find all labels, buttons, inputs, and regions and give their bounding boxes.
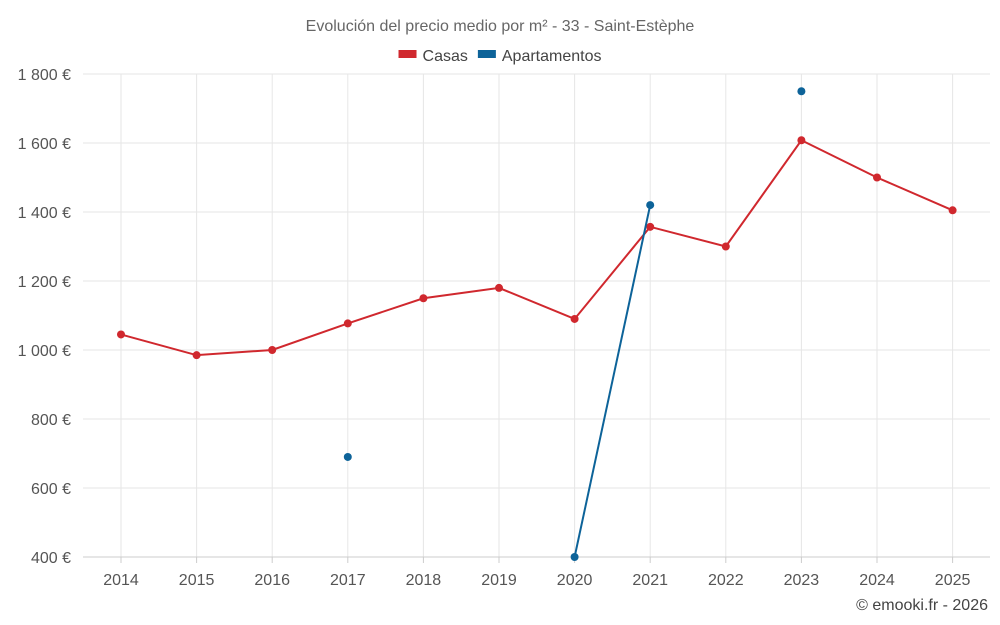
data-point[interactable]: [570, 553, 579, 561]
data-point[interactable]: [721, 242, 730, 251]
legend-swatch[interactable]: [477, 50, 496, 58]
data-point[interactable]: [495, 283, 503, 292]
series-casas: [117, 136, 957, 360]
legend-swatch[interactable]: [398, 50, 417, 58]
x-tick-label: 2018: [406, 572, 442, 589]
data-point[interactable]: [646, 222, 655, 231]
x-tick-label: 2015: [179, 572, 215, 589]
x-tick-label: 2019: [481, 572, 517, 589]
x-tick-label: 2014: [103, 572, 139, 589]
y-tick-label: 1 600 €: [18, 136, 71, 153]
x-tick-label: 2023: [784, 572, 820, 589]
series-apartamentos: [343, 87, 806, 561]
y-tick-label: 800 €: [31, 412, 71, 429]
data-point[interactable]: [192, 351, 201, 360]
data-point[interactable]: [646, 201, 655, 210]
data-point[interactable]: [343, 319, 352, 328]
data-point[interactable]: [570, 314, 579, 323]
x-tick-label: 2016: [254, 572, 290, 589]
data-point[interactable]: [873, 173, 881, 182]
y-tick-label: 1 200 €: [18, 274, 71, 291]
x-tick-label: 2017: [330, 572, 366, 589]
grid: [83, 73, 990, 558]
data-point[interactable]: [343, 452, 352, 461]
y-tick-label: 1 000 €: [18, 343, 71, 360]
credit-text: © emooki.fr - 2026: [856, 597, 988, 614]
y-tick-label: 400 €: [31, 550, 71, 567]
data-point[interactable]: [948, 206, 957, 215]
y-tick-label: 1 400 €: [18, 205, 71, 222]
data-point[interactable]: [797, 136, 806, 145]
y-tick-label: 600 €: [31, 481, 71, 498]
data-point[interactable]: [797, 87, 806, 96]
y-tick-label: 1 800 €: [18, 67, 71, 84]
x-tick-label: 2021: [632, 572, 668, 589]
series-line: [573, 204, 652, 558]
x-tick-label: 2022: [708, 572, 744, 589]
y-axis: 400 € 600 € 800 € 1 000 € 1 200 € 1 400 € 1 60…: [18, 67, 71, 567]
legend-label[interactable]: Casas: [423, 48, 468, 65]
x-tick-label: 2020: [557, 572, 593, 589]
x-tick-label: 2025: [935, 572, 971, 589]
chart-title: Evolución del precio medio por m² - 33 -…: [306, 18, 695, 35]
x-axis: 2014 2015 2016 2017 2018 2019 2020 2021 2022 2023…: [83, 556, 990, 589]
x-tick-label: 2024: [859, 572, 895, 589]
data-point[interactable]: [419, 294, 428, 303]
legend: Casas Apartamentos: [398, 48, 602, 65]
series-line: [120, 138, 953, 357]
data-point[interactable]: [117, 330, 125, 339]
legend-label[interactable]: Apartamentos: [502, 48, 602, 65]
series-group: [117, 87, 957, 561]
data-point[interactable]: [268, 346, 277, 354]
